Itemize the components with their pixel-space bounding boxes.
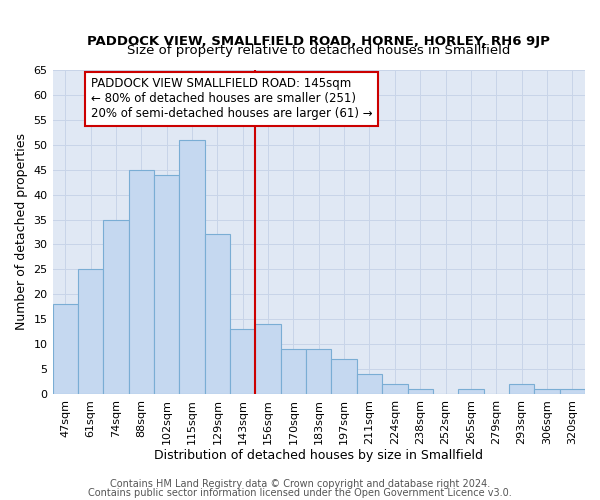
Bar xyxy=(534,389,560,394)
Y-axis label: Number of detached properties: Number of detached properties xyxy=(15,134,28,330)
Bar xyxy=(205,234,230,394)
Bar xyxy=(179,140,205,394)
Bar xyxy=(154,174,179,394)
Bar xyxy=(306,349,331,394)
Bar xyxy=(256,324,281,394)
Bar xyxy=(103,220,128,394)
Bar xyxy=(560,389,585,394)
Bar xyxy=(458,389,484,394)
Bar xyxy=(382,384,407,394)
Bar xyxy=(53,304,78,394)
Bar xyxy=(281,349,306,394)
Text: Size of property relative to detached houses in Smallfield: Size of property relative to detached ho… xyxy=(127,44,511,57)
Text: PADDOCK VIEW SMALLFIELD ROAD: 145sqm
← 80% of detached houses are smaller (251)
: PADDOCK VIEW SMALLFIELD ROAD: 145sqm ← 8… xyxy=(91,78,372,120)
Bar xyxy=(357,374,382,394)
Text: Contains HM Land Registry data © Crown copyright and database right 2024.: Contains HM Land Registry data © Crown c… xyxy=(110,479,490,489)
Bar xyxy=(78,270,103,394)
Text: Contains public sector information licensed under the Open Government Licence v3: Contains public sector information licen… xyxy=(88,488,512,498)
Bar xyxy=(230,329,256,394)
Bar xyxy=(331,359,357,394)
Bar xyxy=(509,384,534,394)
Bar xyxy=(407,389,433,394)
Bar xyxy=(128,170,154,394)
Title: PADDOCK VIEW, SMALLFIELD ROAD, HORNE, HORLEY, RH6 9JP: PADDOCK VIEW, SMALLFIELD ROAD, HORNE, HO… xyxy=(88,35,550,48)
X-axis label: Distribution of detached houses by size in Smallfield: Distribution of detached houses by size … xyxy=(154,450,483,462)
